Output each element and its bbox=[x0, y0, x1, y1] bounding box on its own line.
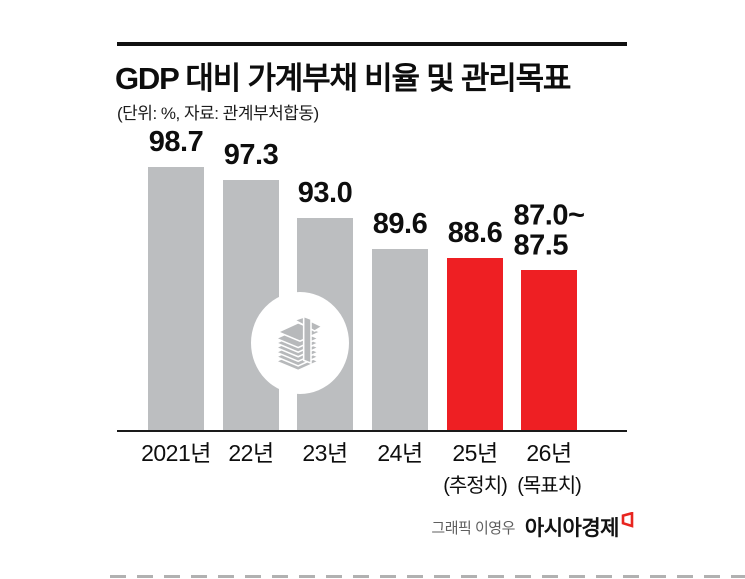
value-label-23년: 93.0 bbox=[297, 177, 353, 210]
x-tick-2021년: 2021년 bbox=[141, 440, 211, 466]
value-label-2021년: 98.7 bbox=[148, 126, 204, 159]
x-tick-year: 26년 bbox=[526, 440, 572, 466]
value-label-26년: 87.0~ 87.5 bbox=[513, 199, 585, 262]
value-label-25년: 88.6 bbox=[447, 217, 503, 250]
x-tick-sublabel: (추정치) bbox=[443, 475, 508, 498]
x-tick-26년: 26년 (목표치) bbox=[517, 440, 582, 498]
bar-25년 bbox=[447, 258, 503, 430]
x-tick-23년: 23년 bbox=[302, 440, 348, 466]
x-tick-24년: 24년 bbox=[377, 440, 423, 466]
unit-source-note: (단위: %, 자료: 관계부처합동) bbox=[117, 104, 319, 123]
x-tick-year: 22년 bbox=[228, 440, 274, 466]
bar-26년 bbox=[521, 270, 577, 430]
graphic-credit: 그래픽 이영우 bbox=[431, 519, 515, 537]
money-badge-circle bbox=[251, 292, 349, 394]
x-tick-year: 25년 bbox=[452, 440, 498, 466]
x-tick-year: 24년 bbox=[377, 440, 423, 466]
credit-line: 그래픽 이영우 아시아경제 bbox=[431, 512, 634, 542]
page-title: GDP 대비 가계부채 비율 및 관리목표 bbox=[115, 61, 571, 96]
x-tick-sublabel: (목표치) bbox=[517, 475, 582, 498]
top-rule bbox=[117, 42, 627, 46]
bar-24년 bbox=[372, 249, 428, 430]
bottom-crop-dashed-line bbox=[110, 575, 745, 578]
value-label-22년: 97.3 bbox=[223, 139, 279, 172]
value-label-24년: 89.6 bbox=[372, 208, 428, 241]
x-tick-22년: 22년 bbox=[228, 440, 274, 466]
x-tick-year: 23년 bbox=[302, 440, 348, 466]
x-tick-25년: 25년 (추정치) bbox=[443, 440, 508, 498]
money-stack-icon bbox=[267, 308, 333, 378]
bar-2021년 bbox=[148, 167, 204, 430]
x-axis-line bbox=[117, 430, 627, 432]
brand-wordmark: 아시아경제 bbox=[524, 517, 620, 540]
x-tick-year: 2021년 bbox=[141, 440, 211, 466]
asiae-red-mark-icon bbox=[621, 512, 634, 528]
